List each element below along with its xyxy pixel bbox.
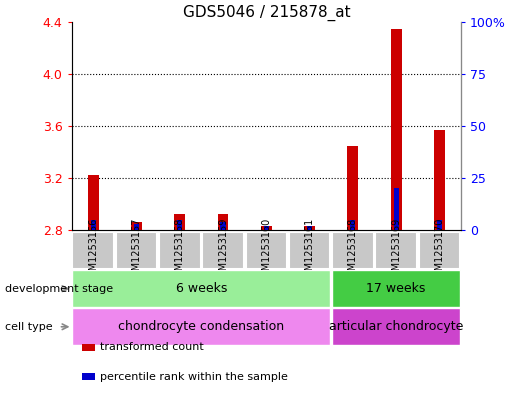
Bar [348, 145, 358, 230]
Text: GSM1253160: GSM1253160 [261, 218, 271, 283]
FancyBboxPatch shape [116, 232, 157, 269]
FancyBboxPatch shape [289, 232, 330, 269]
Bar [134, 224, 139, 230]
Bar [174, 214, 185, 230]
Text: GSM1253168: GSM1253168 [348, 218, 358, 283]
Text: articular chondrocyte: articular chondrocyte [329, 320, 463, 333]
FancyBboxPatch shape [332, 308, 460, 345]
FancyBboxPatch shape [73, 270, 330, 307]
Bar [307, 226, 312, 230]
Bar [350, 220, 356, 230]
Text: GSM1253156: GSM1253156 [88, 218, 98, 283]
Bar [220, 222, 226, 230]
Text: cell type: cell type [5, 322, 53, 332]
Text: chondrocyte condensation: chondrocyte condensation [118, 320, 285, 333]
Text: GSM1253161: GSM1253161 [305, 218, 315, 283]
Text: transformed count: transformed count [100, 342, 204, 353]
Bar [218, 214, 228, 230]
Text: GSM1253170: GSM1253170 [435, 218, 445, 283]
Bar [88, 175, 99, 230]
Text: percentile rank within the sample: percentile rank within the sample [100, 372, 288, 382]
Bar [91, 220, 96, 230]
Text: 17 weeks: 17 weeks [366, 282, 426, 295]
FancyBboxPatch shape [202, 232, 244, 269]
FancyBboxPatch shape [332, 232, 374, 269]
FancyBboxPatch shape [73, 308, 330, 345]
FancyBboxPatch shape [73, 232, 114, 269]
Text: development stage: development stage [5, 284, 113, 294]
FancyBboxPatch shape [375, 232, 417, 269]
FancyBboxPatch shape [245, 232, 287, 269]
Bar [131, 222, 142, 230]
Text: 6 weeks: 6 weeks [176, 282, 227, 295]
Text: GSM1253157: GSM1253157 [131, 218, 142, 283]
FancyBboxPatch shape [419, 232, 460, 269]
Bar [437, 220, 442, 230]
Text: GSM1253159: GSM1253159 [218, 218, 228, 283]
Bar [177, 220, 182, 230]
Bar [304, 226, 315, 230]
FancyBboxPatch shape [159, 232, 200, 269]
Bar [391, 29, 402, 230]
Bar [261, 226, 272, 230]
Title: GDS5046 / 215878_at: GDS5046 / 215878_at [182, 5, 350, 21]
Bar [264, 226, 269, 230]
Text: GSM1253158: GSM1253158 [175, 218, 185, 283]
Bar [434, 130, 445, 230]
FancyBboxPatch shape [332, 270, 460, 307]
Bar [394, 188, 399, 230]
Text: GSM1253169: GSM1253169 [391, 218, 401, 283]
